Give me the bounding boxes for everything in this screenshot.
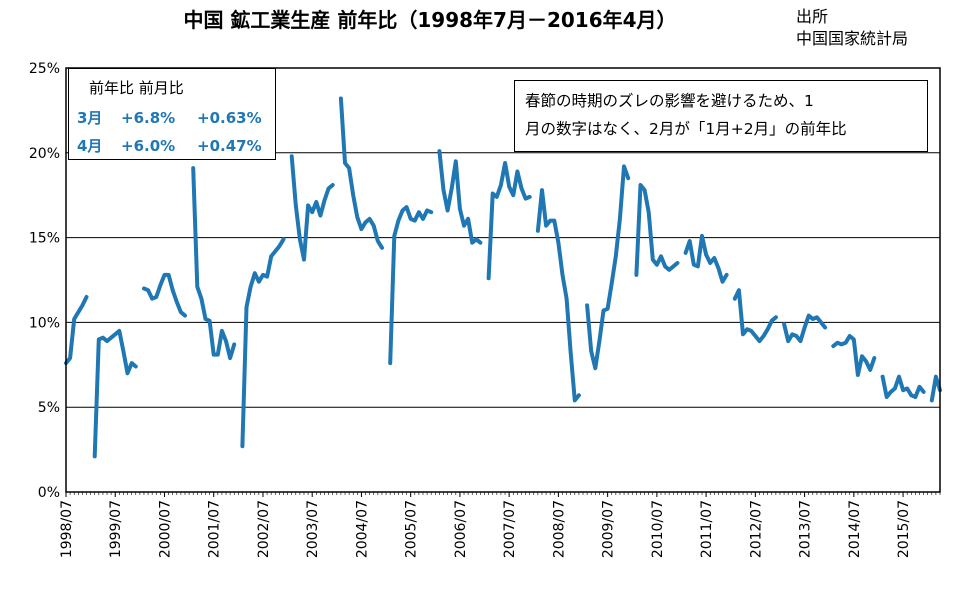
legend-row-april: 4月 +6.0% +0.47% [77,135,262,156]
series-line-segment [929,374,942,403]
legend-month: 4月 [77,137,103,155]
chart-title: 中国 鉱工業生産 前年比（1998年7月－2016年4月） [183,8,677,32]
x-tick-label: 1999/07 [108,500,124,558]
series-line-segment [191,166,237,360]
x-tick-label: 2004/07 [354,500,370,558]
series-line-segment [338,96,384,250]
legend-yoy: +6.8% [121,109,176,127]
annotation-line-1: 春節の時期のズレの影響を避けるため、1 [525,92,814,110]
x-tick-label: 2001/07 [207,500,223,558]
x-tick-label: 2005/07 [404,500,420,558]
x-tick-label: 2010/07 [650,500,666,558]
x-axis-ticks: 1998/07 1999/07 2000/07 2001/07 2002/07 2003/… [59,492,941,558]
series-line-segment [240,237,286,449]
y-tick-label: 0% [38,485,60,501]
series-line-segment [486,161,532,281]
plot-area [65,67,941,493]
series-line-segment [64,295,89,366]
legend-box: 前年比 前月比 3月 +6.8% +0.63% 4月 +6.0% +0.47% [68,68,276,160]
annotation-line-2: 月の数字はなく、2月が「1月+2月」の前年比 [525,120,847,138]
series-line-segment [683,233,729,284]
source-label: 出所 [796,7,829,26]
series-line-segment [142,272,187,318]
series-line-segment [782,313,828,344]
series-line-segment [289,154,335,262]
source-note: 出所 中国国家統計局 [796,6,908,50]
series-line-segment [92,328,138,459]
x-tick-label: 2006/07 [453,500,469,558]
legend-mom: +0.47% [197,137,262,155]
series-line-segment [831,334,877,377]
x-tick-label: 1998/07 [59,500,75,558]
series-line-segment [585,164,631,371]
series-line-segment [388,205,434,366]
annotation-box: 春節の時期のズレの影響を避けるため、1 月の数字はなく、2月が「1月+2月」の前… [514,80,928,152]
y-tick-label: 15% [29,231,60,247]
x-tick-label: 2015/07 [896,500,912,558]
x-tick-label: 2008/07 [551,500,567,558]
y-tick-label: 10% [29,315,60,331]
source-name: 中国国家統計局 [796,29,909,48]
series-yoy [64,96,942,459]
series-line-segment [634,183,680,277]
series-line-segment [535,188,581,403]
y-tick-label: 20% [29,146,60,162]
y-tick-label: 5% [38,400,60,416]
x-tick-label: 2012/07 [748,500,764,558]
x-tick-label: 2002/07 [256,500,272,558]
x-tick-label: 2000/07 [157,500,173,558]
x-tick-label: 2003/07 [305,500,321,558]
legend-mom: +0.63% [197,109,262,127]
legend-month: 3月 [77,109,103,127]
legend-yoy: +6.0% [121,137,176,155]
y-axis-ticks: 0% 5% 10% 15% 20% 25% [29,61,60,501]
legend-header: 前年比 前月比 [89,79,184,97]
x-tick-label: 2014/07 [847,500,863,558]
x-tick-label: 2007/07 [502,500,518,558]
series-line-segment [732,288,778,344]
x-tick-label: 2013/07 [798,500,814,558]
series-line-segment [880,374,926,399]
x-tick-label: 2009/07 [601,500,617,558]
y-tick-label: 25% [29,61,60,77]
x-tick-label: 2011/07 [699,500,715,558]
legend-row-march: 3月 +6.8% +0.63% [77,107,262,128]
series-line-segment [437,149,483,245]
